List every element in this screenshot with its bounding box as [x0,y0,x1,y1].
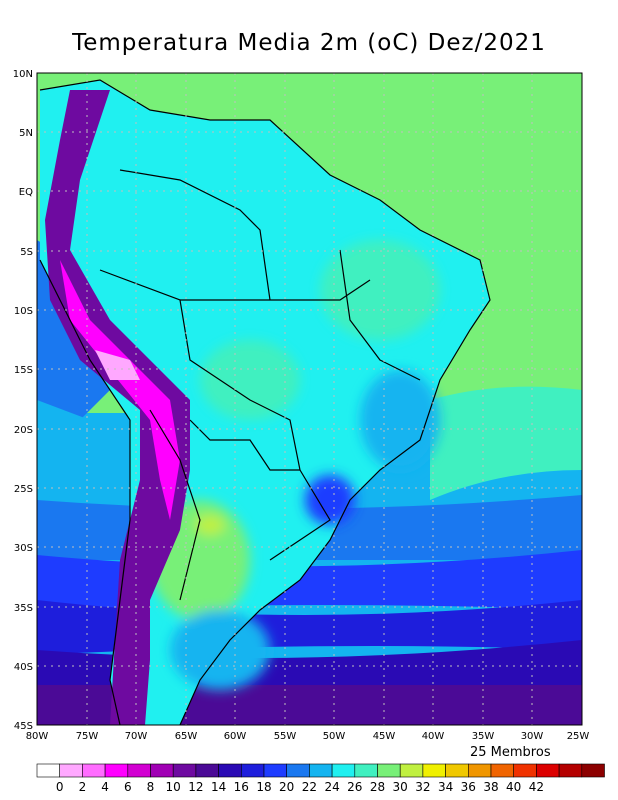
colorbar-tick-label: 18 [256,780,271,794]
lat-tick-label: EQ [19,187,33,198]
colorbar-tick-label: 10 [166,780,181,794]
colorbar-swatch [104,763,129,778]
lon-tick-label: 65W [175,731,198,742]
colorbar-swatch [377,763,401,778]
colorbar-swatch [445,763,469,778]
colorbar-tick-label: 28 [370,780,385,794]
colorbar-tick-label: 36 [461,780,476,794]
colorbar-swatch [331,763,356,778]
lon-tick-label: 35W [472,731,495,742]
colorbar-tick-label: 14 [211,780,226,794]
colorbar-swatch [399,763,424,778]
lon-tick-label: 25W [567,731,590,742]
colorbar-swatch [467,763,492,778]
colorbar-swatch [309,763,333,778]
colorbar-swatch [513,763,537,778]
colorbar-swatch [286,763,310,778]
colorbar-tick-label: 0 [56,780,64,794]
lon-tick-label: 75W [76,731,99,742]
colorbar-swatch [127,763,151,778]
colorbar-labels: 0 2 4 6 8 10 12 14 16 18 20 22 24 26 28 30 32 34 36 38 40 42 [56,780,544,794]
south-atlantic-band-26 [430,386,582,500]
colorbar-tick-label: 20 [279,780,294,794]
longitude-labels: 80W 75W 70W 65W 60W 55W 50W 45W 40W 35W … [26,731,590,742]
colorbar-swatch [172,763,197,778]
colorbar-swatch [241,763,265,778]
colorbar-tick-label: 16 [234,780,249,794]
colorbar-tick-label: 8 [147,780,155,794]
colorbar-swatch [59,763,83,778]
map-field [37,73,582,725]
colorbar-swatch [490,763,515,778]
colorbar-swatch [150,763,174,778]
colorbar-tick-label: 6 [124,780,132,794]
colorbar-tick-label: 22 [302,780,317,794]
lat-tick-label: 45S [14,721,33,732]
map-title: Temperatura Media 2m (oC) Dez/2021 [72,30,546,56]
colorbar-tick-label: 26 [347,780,362,794]
lat-tick-label: 15S [14,365,33,376]
colorbar-swatch [422,763,446,778]
colorbar-tick-label: 40 [506,780,521,794]
lon-tick-label: 40W [422,731,445,742]
latitude-labels: 10N 5N EQ 5S 10S 15S 20S 25S 30S 35S 40S… [13,69,33,732]
colorbar-swatch [195,763,219,778]
lat-tick-label: 25S [14,484,33,495]
colorbar-tick-label: 34 [438,780,453,794]
lat-tick-label: 30S [14,543,33,554]
colorbar-swatch [581,763,605,778]
members-label: 25 Membros [470,745,551,760]
lon-tick-label: 70W [125,731,148,742]
colorbar-swatch [354,763,378,778]
colorbar-tick-label: 42 [529,780,544,794]
colorbar-swatch [263,763,288,778]
lon-tick-label: 50W [323,731,346,742]
lon-tick-label: 60W [224,731,247,742]
colorbar [36,763,605,778]
lat-tick-label: 5S [20,247,33,258]
colorbar-swatch [36,763,61,778]
colorbar-tick-label: 12 [188,780,203,794]
lat-tick-label: 10N [13,69,33,80]
colorbar-tick-label: 2 [79,780,87,794]
lat-tick-label: 5N [19,128,33,139]
colorbar-tick-label: 38 [483,780,498,794]
colorbar-tick-label: 32 [415,780,430,794]
colorbar-tick-label: 4 [101,780,109,794]
lon-tick-label: 55W [274,731,297,742]
colorbar-swatch [558,763,583,778]
map-frame [36,72,583,726]
colorbar-swatch [218,763,242,778]
lon-tick-label: 45W [373,731,396,742]
colorbar-swatch [536,763,560,778]
lon-tick-label: 30W [521,731,544,742]
lat-tick-label: 10S [14,306,33,317]
lat-tick-label: 40S [14,662,33,673]
colorbar-tick-label: 24 [324,780,339,794]
colorbar-swatch [82,763,106,778]
lat-tick-label: 35S [14,603,33,614]
colorbar-tick-label: 30 [393,780,408,794]
lon-tick-label: 80W [26,731,49,742]
andes-cold-band [45,90,190,725]
lat-tick-label: 20S [14,425,33,436]
andes-core [60,260,180,520]
